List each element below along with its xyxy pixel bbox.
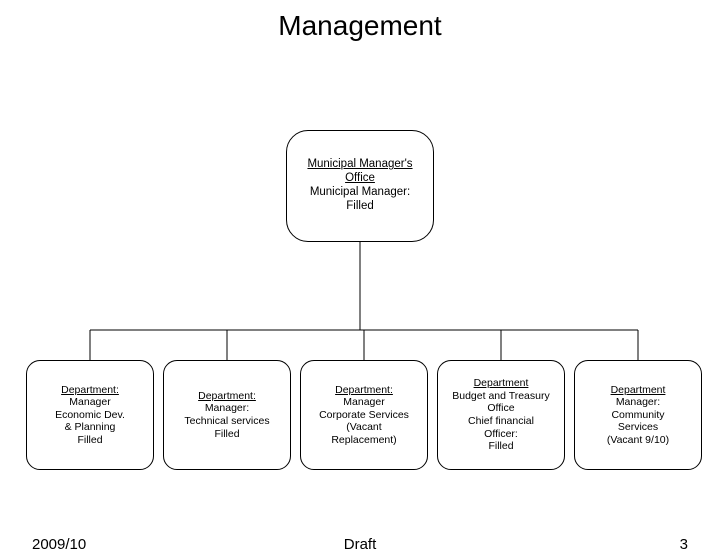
line: Economic Dev. bbox=[31, 409, 149, 422]
line: & Planning bbox=[31, 421, 149, 434]
line: Manager bbox=[31, 396, 149, 409]
footer-left: 2009/10 bbox=[32, 536, 86, 553]
line: Filled bbox=[168, 428, 286, 441]
top-dept-line2: Office bbox=[291, 172, 429, 186]
line: Chief financial bbox=[442, 415, 560, 428]
dept-label: Department bbox=[579, 384, 697, 397]
line: Services bbox=[579, 421, 697, 434]
line: Filled bbox=[31, 434, 149, 447]
child-node-2: Department: Manager Corporate Services (… bbox=[300, 360, 428, 470]
top-role: Municipal Manager: bbox=[291, 186, 429, 200]
footer-mid: Draft bbox=[344, 536, 377, 553]
dept-label: Department: bbox=[31, 384, 149, 397]
line: Office bbox=[442, 402, 560, 415]
line: Manager: bbox=[579, 396, 697, 409]
child-node-1: Department: Manager: Technical services … bbox=[163, 360, 291, 470]
top-node: Municipal Manager's Office Municipal Man… bbox=[286, 130, 434, 242]
line: Replacement) bbox=[305, 434, 423, 447]
child-node-0: Department: Manager Economic Dev. & Plan… bbox=[26, 360, 154, 470]
top-dept-line1: Municipal Manager's bbox=[291, 158, 429, 172]
dept-label: Department bbox=[442, 377, 560, 390]
line: (Vacant bbox=[305, 421, 423, 434]
top-status: Filled bbox=[291, 200, 429, 214]
line: Budget and Treasury bbox=[442, 390, 560, 403]
line: Filled bbox=[442, 440, 560, 453]
dept-label: Department: bbox=[305, 384, 423, 397]
dept-label: Department: bbox=[168, 390, 286, 403]
line: (Vacant 9/10) bbox=[579, 434, 697, 447]
org-chart: Municipal Manager's Office Municipal Man… bbox=[0, 130, 720, 490]
line: Corporate Services bbox=[305, 409, 423, 422]
footer-right: 3 bbox=[680, 536, 688, 553]
child-node-4: Department Manager: Community Services (… bbox=[574, 360, 702, 470]
page-title: Management bbox=[0, 10, 720, 42]
line: Community bbox=[579, 409, 697, 422]
child-node-3: Department Budget and Treasury Office Ch… bbox=[437, 360, 565, 470]
line: Technical services bbox=[168, 415, 286, 428]
line: Manager: bbox=[168, 402, 286, 415]
line: Manager bbox=[305, 396, 423, 409]
line: Officer: bbox=[442, 428, 560, 441]
